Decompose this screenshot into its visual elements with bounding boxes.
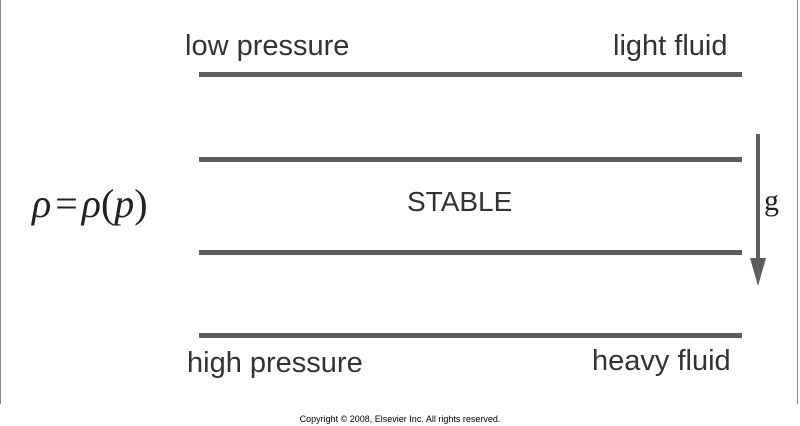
layer-line-3: [199, 250, 742, 255]
stable-label: STABLE: [407, 186, 513, 217]
gravity-arrow-head: [750, 258, 766, 286]
formula-equals: =: [55, 181, 78, 226]
formula-rho-func: ρ: [81, 181, 101, 226]
layer-line-1: [199, 72, 742, 77]
low-pressure-label: low pressure: [185, 30, 350, 62]
down-arrow-icon: [750, 134, 766, 286]
gravity-label: g: [764, 184, 779, 217]
formula-open-paren: (: [100, 181, 115, 226]
diagram-frame: [0, 0, 798, 404]
formula-arg-p: p: [114, 181, 135, 226]
copyright-notice: Copyright © 2008, Elsevier Inc. All righ…: [299, 414, 501, 424]
formula-close-paren: ): [134, 181, 148, 226]
light-fluid-label: light fluid: [613, 30, 728, 62]
heavy-fluid-label: heavy fluid: [592, 345, 731, 377]
high-pressure-label: high pressure: [187, 347, 363, 379]
density-formula: ρ = ρ(p): [32, 184, 148, 224]
layer-line-2: [199, 157, 742, 162]
formula-rho-lhs: ρ: [32, 181, 52, 226]
layer-line-4: [199, 333, 742, 338]
